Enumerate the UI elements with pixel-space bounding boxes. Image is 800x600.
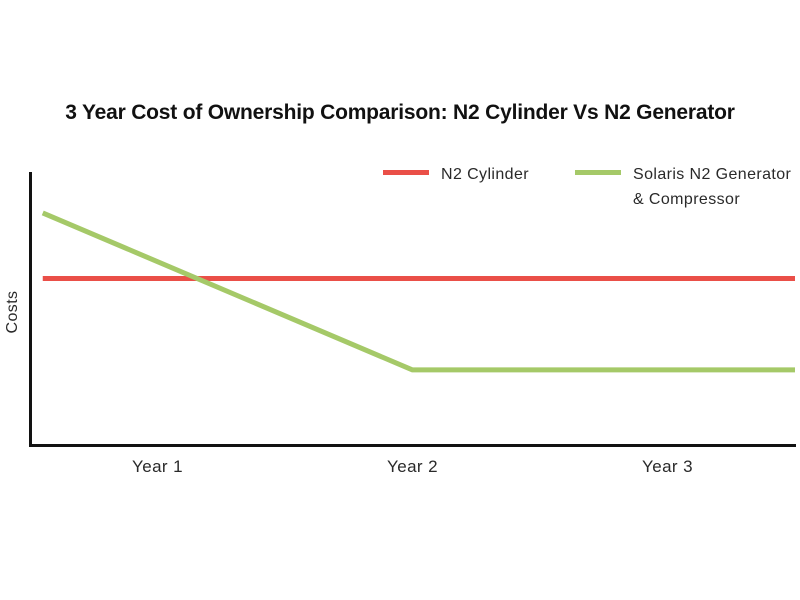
legend-item-n2-cylinder: N2 Cylinder (383, 162, 529, 187)
x-tick-year-3: Year 3 (642, 457, 693, 476)
x-axis-line (29, 444, 796, 447)
series-line-solaris-generator (41, 210, 795, 373)
legend-item-solaris-generator: Solaris N2 Generator & Compressor (575, 162, 800, 212)
y-axis-line (29, 172, 32, 447)
y-axis-label: Costs (4, 290, 21, 334)
chart-title: 3 Year Cost of Ownership Comparison: N2 … (65, 101, 735, 124)
legend-swatch-n2-cylinder (383, 170, 429, 175)
x-axis-ticks: Year 1 Year 2 Year 3 (30, 457, 795, 477)
legend-swatch-solaris-generator (575, 170, 621, 175)
x-tick-year-2: Year 2 (387, 457, 438, 476)
legend-label-solaris-generator: Solaris N2 Generator & Compressor (633, 166, 792, 208)
x-tick-year-1: Year 1 (132, 457, 183, 476)
legend-label-n2-cylinder: N2 Cylinder (441, 166, 529, 183)
